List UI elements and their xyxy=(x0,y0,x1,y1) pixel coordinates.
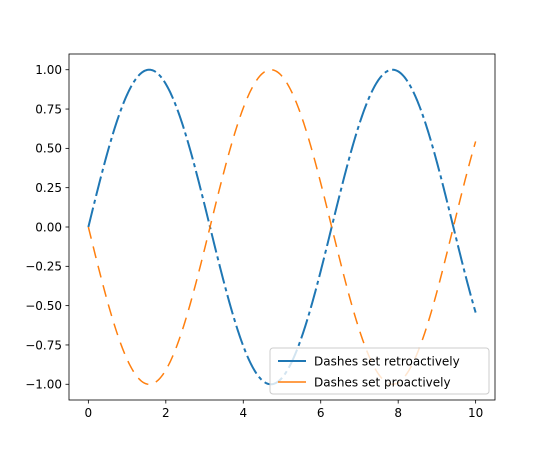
plot-background xyxy=(69,54,495,400)
legend-label: Dashes set retroactively xyxy=(314,355,460,369)
x-tick-label: 0 xyxy=(85,406,93,420)
x-tick-label: 4 xyxy=(239,406,247,420)
y-tick-label: 1.00 xyxy=(35,63,62,77)
x-tick-label: 10 xyxy=(468,406,483,420)
y-tick-label: −0.50 xyxy=(25,299,62,313)
y-tick-label: −1.00 xyxy=(25,378,62,392)
y-tick-label: −0.75 xyxy=(25,338,62,352)
y-tick-label: 0.25 xyxy=(35,181,62,195)
axes-layer: 0 2 4 6 8 10 −1.00 −0.75 −0.50 −0.25 0.00 0.25 0.50 0… xyxy=(25,53,496,420)
legend: Dashes set retroactively Dashes set proac… xyxy=(269,347,490,395)
x-tick-label: 8 xyxy=(394,406,402,420)
y-tick-label: −0.25 xyxy=(25,260,62,274)
legend-label: Dashes set proactively xyxy=(314,376,451,390)
y-tick-label: 0.50 xyxy=(35,142,62,156)
legend-box xyxy=(269,347,490,395)
x-tick-label: 6 xyxy=(317,406,325,420)
y-tick-label: 0.75 xyxy=(35,102,62,116)
y-tick-label: 0.00 xyxy=(35,220,62,234)
x-tick-label: 2 xyxy=(162,406,170,420)
plot-area xyxy=(69,54,495,400)
